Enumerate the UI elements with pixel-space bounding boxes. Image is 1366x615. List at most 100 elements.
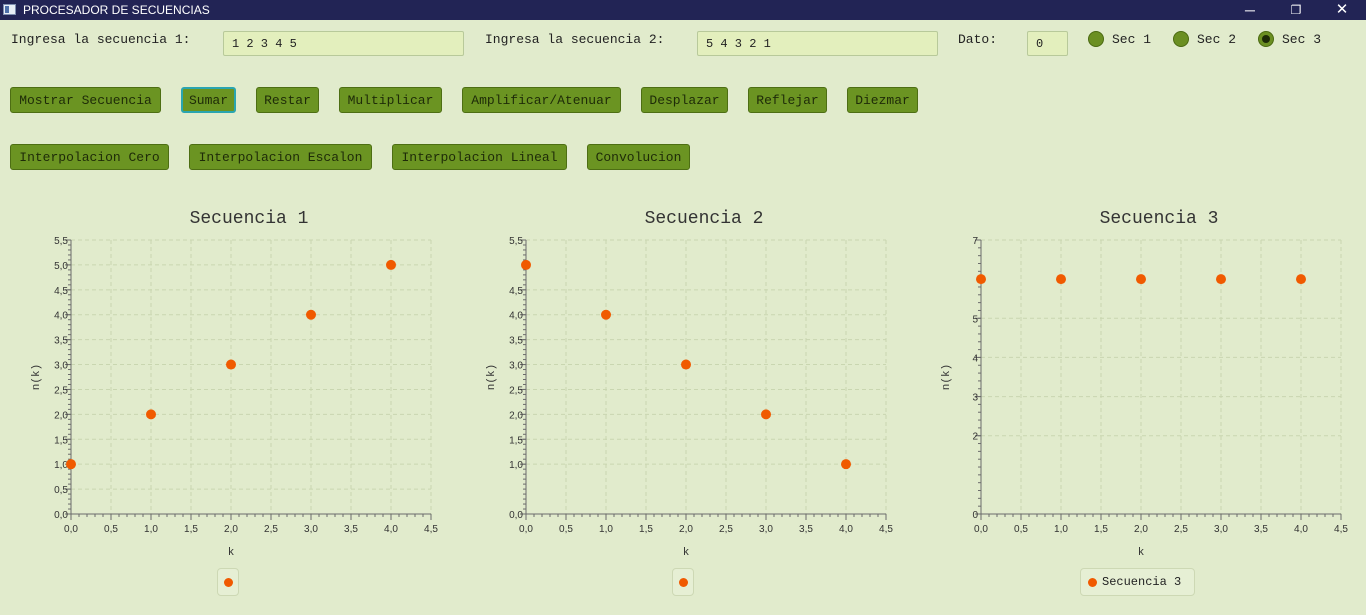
x-tick-label: 1,5 — [1094, 524, 1108, 535]
x-tick-label: 1,5 — [639, 524, 653, 535]
data-point — [841, 459, 851, 470]
desplazar-button[interactable]: Desplazar — [641, 87, 728, 113]
x-tick-label: 1,5 — [184, 524, 198, 535]
interpolacion-lineal-button[interactable]: Interpolacion Lineal — [392, 144, 567, 170]
x-axis-label: k — [683, 547, 690, 559]
chart-title: Secuencia 1 — [190, 209, 309, 229]
x-tick-label: 3,0 — [1214, 524, 1228, 535]
data-point — [1216, 274, 1226, 285]
data-point — [1136, 274, 1146, 285]
y-tick-label: 4 — [972, 353, 978, 364]
x-tick-label: 2,0 — [679, 524, 693, 535]
x-tick-label: 1,0 — [144, 524, 158, 535]
data-point — [1296, 274, 1306, 285]
seq2-input[interactable] — [697, 31, 938, 56]
y-tick-label: 4,0 — [54, 311, 68, 322]
close-button[interactable]: ✕ — [1335, 1, 1349, 18]
radio-sec2-indicator[interactable] — [1173, 31, 1189, 47]
radio-sec2-label: Sec 2 — [1197, 32, 1237, 47]
x-tick-label: 0,5 — [559, 524, 573, 535]
chart-secuencia-3: Secuencia 3 0,0 0,5 1,0 1,5 2,0 2,5 3,0 3,5 4,0 4,… — [910, 195, 1360, 565]
y-axis-label: n(k) — [31, 364, 43, 390]
data-point — [681, 359, 691, 370]
y-tick-label: 1,5 — [54, 435, 68, 446]
x-tick-label: 3,0 — [304, 524, 318, 535]
y-tick-label: 4,5 — [509, 286, 523, 297]
y-tick-label: 5 — [972, 314, 978, 325]
maximize-button[interactable]: ❐ — [1290, 3, 1302, 17]
dato-label: Dato: — [958, 32, 998, 47]
interpolacion-escalon-button[interactable]: Interpolacion Escalon — [189, 144, 372, 170]
y-tick-label: 3,0 — [509, 361, 523, 372]
chart-title: Secuencia 3 — [1100, 209, 1219, 229]
sumar-button[interactable]: Sumar — [181, 87, 236, 113]
x-tick-label: 3,5 — [799, 524, 813, 535]
x-tick-label: 4,5 — [1334, 524, 1348, 535]
data-point — [601, 309, 611, 320]
y-tick-label: 2,0 — [509, 410, 523, 421]
y-tick-label: 2 — [972, 432, 978, 443]
x-axis-label: k — [228, 547, 235, 559]
data-point — [761, 409, 771, 420]
dato-input[interactable] — [1027, 31, 1068, 56]
seq1-input[interactable] — [223, 31, 464, 56]
legend-secuencia-2 — [672, 568, 694, 596]
chart-title: Secuencia 2 — [645, 209, 764, 229]
x-tick-label: 2,5 — [1174, 524, 1188, 535]
interpolacion-cero-button[interactable]: Interpolacion Cero — [10, 144, 169, 170]
chart-secuencia-1: Secuencia 1 0,0 0,5 1,0 1,5 2,0 2,5 3,0 3,5 4,0 4,… — [0, 195, 455, 565]
radio-sec1-label: Sec 1 — [1112, 32, 1152, 47]
x-tick-label: 0,5 — [1014, 524, 1028, 535]
y-tick-label: 5,5 — [509, 236, 523, 247]
x-tick-label: 4,5 — [879, 524, 893, 535]
window-title: PROCESADOR DE SECUENCIAS — [23, 3, 210, 17]
convolucion-button[interactable]: Convolucion — [587, 144, 690, 170]
x-tick-label: 3,5 — [344, 524, 358, 535]
title-bar: PROCESADOR DE SECUENCIAS ─ ❐ ✕ — [0, 0, 1366, 20]
x-tick-label: 1,0 — [1054, 524, 1068, 535]
legend-label: Secuencia 3 — [1102, 575, 1182, 589]
seq1-label: Ingresa la secuencia 1: — [11, 32, 191, 47]
y-axis-label: n(k) — [486, 364, 498, 390]
y-axis-label: n(k) — [941, 364, 953, 390]
multiplicar-button[interactable]: Multiplicar — [339, 87, 442, 113]
y-tick-label: 1,5 — [509, 435, 523, 446]
x-tick-label: 0,5 — [104, 524, 118, 535]
amplificar-atenuar-button[interactable]: Amplificar/Atenuar — [462, 87, 621, 113]
x-tick-label: 0,0 — [974, 524, 988, 535]
reflejar-button[interactable]: Reflejar — [748, 87, 827, 113]
y-tick-label: 0,5 — [54, 485, 68, 496]
y-tick-label: 3,5 — [54, 336, 68, 347]
radio-sec1-indicator[interactable] — [1088, 31, 1104, 47]
legend-marker — [224, 578, 233, 587]
x-tick-label: 2,0 — [224, 524, 238, 535]
radio-sec3-label: Sec 3 — [1282, 32, 1322, 47]
restar-button[interactable]: Restar — [256, 87, 319, 113]
x-tick-label: 2,5 — [264, 524, 278, 535]
y-tick-label: 1,0 — [509, 460, 523, 471]
y-tick-label: 3 — [972, 393, 978, 404]
legend-marker — [679, 578, 688, 587]
seq2-label: Ingresa la secuencia 2: — [485, 32, 665, 47]
minimize-button[interactable]: ─ — [1245, 2, 1255, 18]
data-point — [1056, 274, 1066, 285]
x-tick-label: 3,0 — [759, 524, 773, 535]
data-point — [521, 259, 531, 270]
x-tick-label: 2,5 — [719, 524, 733, 535]
data-point — [976, 274, 986, 285]
y-tick-label: 2,5 — [54, 385, 68, 396]
legend-secuencia-1 — [217, 568, 239, 596]
chart-secuencia-1-svg: Secuencia 1 0,0 0,5 1,0 1,5 2,0 2,5 3,0 3,5 4,0 4,… — [31, 209, 438, 559]
mostrar-secuencia-button[interactable]: Mostrar Secuencia — [10, 87, 161, 113]
y-tick-label: 5,5 — [54, 236, 68, 247]
y-tick-label: 5,0 — [54, 261, 68, 272]
x-tick-label: 4,5 — [424, 524, 438, 535]
x-tick-label: 4,0 — [1294, 524, 1308, 535]
x-axis-label: k — [1138, 547, 1145, 559]
diezmar-button[interactable]: Diezmar — [847, 87, 918, 113]
radio-sec3-indicator[interactable] — [1258, 31, 1274, 47]
x-tick-label: 4,0 — [839, 524, 853, 535]
x-tick-label: 3,5 — [1254, 524, 1268, 535]
data-point — [226, 359, 236, 370]
x-tick-label: 0,0 — [64, 524, 78, 535]
